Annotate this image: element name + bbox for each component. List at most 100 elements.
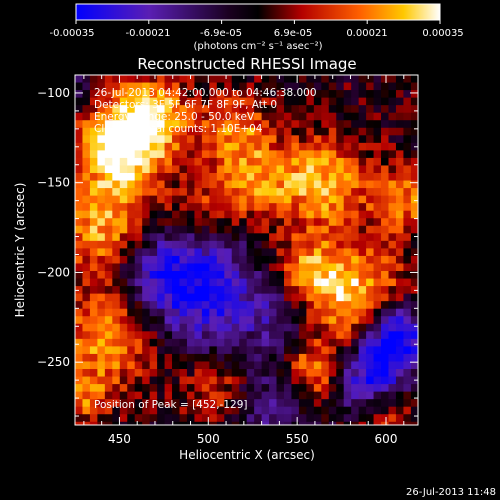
- heatmap-cell: [172, 278, 180, 287]
- heatmap-cell: [395, 142, 404, 151]
- heatmap-cell: [149, 263, 158, 272]
- heatmap-cell: [269, 210, 277, 219]
- heatmap-cell: [216, 157, 225, 166]
- heatmap-cell: [403, 90, 412, 99]
- heatmap-cell: [403, 414, 412, 423]
- heatmap-cell: [381, 203, 389, 212]
- heatmap-cell: [209, 82, 218, 91]
- heatmap-cell: [261, 195, 270, 204]
- heatmap-cell: [216, 248, 225, 257]
- heatmap-cell: [328, 308, 337, 317]
- heatmap-cell: [75, 120, 83, 129]
- heatmap-cell: [119, 293, 128, 302]
- heatmap-cell: [410, 210, 418, 219]
- heatmap-cell: [231, 120, 240, 129]
- heatmap-cell: [298, 210, 307, 219]
- heatmap-cell: [216, 195, 225, 204]
- heatmap-cell: [395, 271, 404, 279]
- heatmap-cell: [291, 414, 300, 423]
- heatmap-cell: [157, 421, 165, 425]
- heatmap-cell: [276, 369, 285, 377]
- heatmap-cell: [194, 391, 203, 400]
- heatmap-cell: [104, 278, 113, 287]
- heatmap-cell: [336, 210, 345, 219]
- heatmap-cell: [269, 421, 277, 425]
- heatmap-cell: [82, 82, 91, 91]
- heatmap-cell: [284, 286, 292, 295]
- heatmap-cell: [142, 278, 151, 287]
- heatmap-cell: [127, 376, 136, 385]
- heatmap-cell: [395, 384, 404, 393]
- heatmap-cell: [358, 195, 367, 204]
- heatmap-cell: [298, 346, 307, 355]
- heatmap-cell: [254, 301, 262, 310]
- heatmap-cell: [351, 301, 360, 310]
- heatmap-cell: [157, 188, 165, 197]
- heatmap-cell: [284, 225, 292, 234]
- heatmap-cell: [381, 338, 389, 347]
- heatmap-cell: [239, 308, 248, 317]
- heatmap-cell: [201, 150, 210, 159]
- heatmap-cell: [216, 75, 225, 83]
- heatmap-cell: [157, 173, 165, 181]
- heatmap-cell: [366, 278, 374, 287]
- heatmap-cell: [194, 150, 203, 159]
- heatmap-cell: [351, 293, 360, 302]
- heatmap-cell: [351, 112, 360, 121]
- y-tick-label: −250: [37, 355, 70, 369]
- heatmap-cell: [75, 391, 83, 400]
- heatmap-cell: [351, 286, 360, 295]
- heatmap-cell: [134, 157, 143, 166]
- heatmap-cell: [231, 323, 240, 332]
- x-axis-label: Heliocentric X (arcsec): [179, 448, 315, 462]
- heatmap-cell: [366, 82, 374, 91]
- heatmap-cell: [97, 218, 106, 227]
- heatmap-cell: [82, 188, 91, 197]
- heatmap-cell: [142, 195, 151, 204]
- heatmap-cell: [186, 286, 195, 295]
- heatmap-cell: [82, 248, 91, 257]
- heatmap-cell: [373, 331, 382, 340]
- heatmap-cell: [306, 301, 315, 310]
- heatmap-cell: [119, 338, 128, 347]
- heatmap-cell: [149, 331, 158, 340]
- heatmap-cell: [75, 414, 83, 423]
- heatmap-cell: [172, 399, 180, 408]
- heatmap-cell: [351, 150, 360, 159]
- heatmap-cell: [164, 188, 173, 197]
- heatmap-cell: [261, 369, 270, 377]
- heatmap-cell: [276, 157, 285, 166]
- heatmap-cell: [254, 399, 262, 408]
- heatmap-cell: [410, 346, 418, 355]
- heatmap-cell: [313, 225, 322, 234]
- heatmap-cell: [112, 195, 121, 204]
- heatmap-cell: [358, 225, 367, 234]
- heatmap-cell: [209, 308, 218, 317]
- heatmap-cell: [306, 376, 315, 385]
- heatmap-cell: [388, 376, 397, 385]
- heatmap-cell: [269, 361, 277, 370]
- heatmap-cell: [388, 97, 397, 106]
- heatmap-cell: [284, 361, 292, 370]
- heatmap-cell: [127, 391, 136, 400]
- heatmap-cell: [216, 188, 225, 197]
- heatmap-cell: [194, 173, 203, 181]
- heatmap-cell: [343, 165, 352, 174]
- heatmap-cell: [149, 90, 158, 99]
- heatmap-cell: [291, 165, 300, 174]
- heatmap-cell: [373, 255, 382, 264]
- heatmap-cell: [186, 127, 195, 136]
- heatmap-cell: [239, 195, 248, 204]
- heatmap-cell: [276, 127, 285, 136]
- heatmap-cell: [306, 210, 315, 219]
- heatmap-cell: [89, 361, 98, 370]
- heatmap-cell: [142, 97, 151, 106]
- heatmap-cell: [82, 391, 91, 400]
- heatmap-cell: [351, 165, 360, 174]
- heatmap-cell: [239, 353, 248, 362]
- heatmap-cell: [201, 376, 210, 385]
- heatmap-cell: [284, 248, 292, 257]
- heatmap-cell: [104, 331, 113, 340]
- heatmap-cell: [403, 338, 412, 347]
- heatmap-cell: [186, 218, 195, 227]
